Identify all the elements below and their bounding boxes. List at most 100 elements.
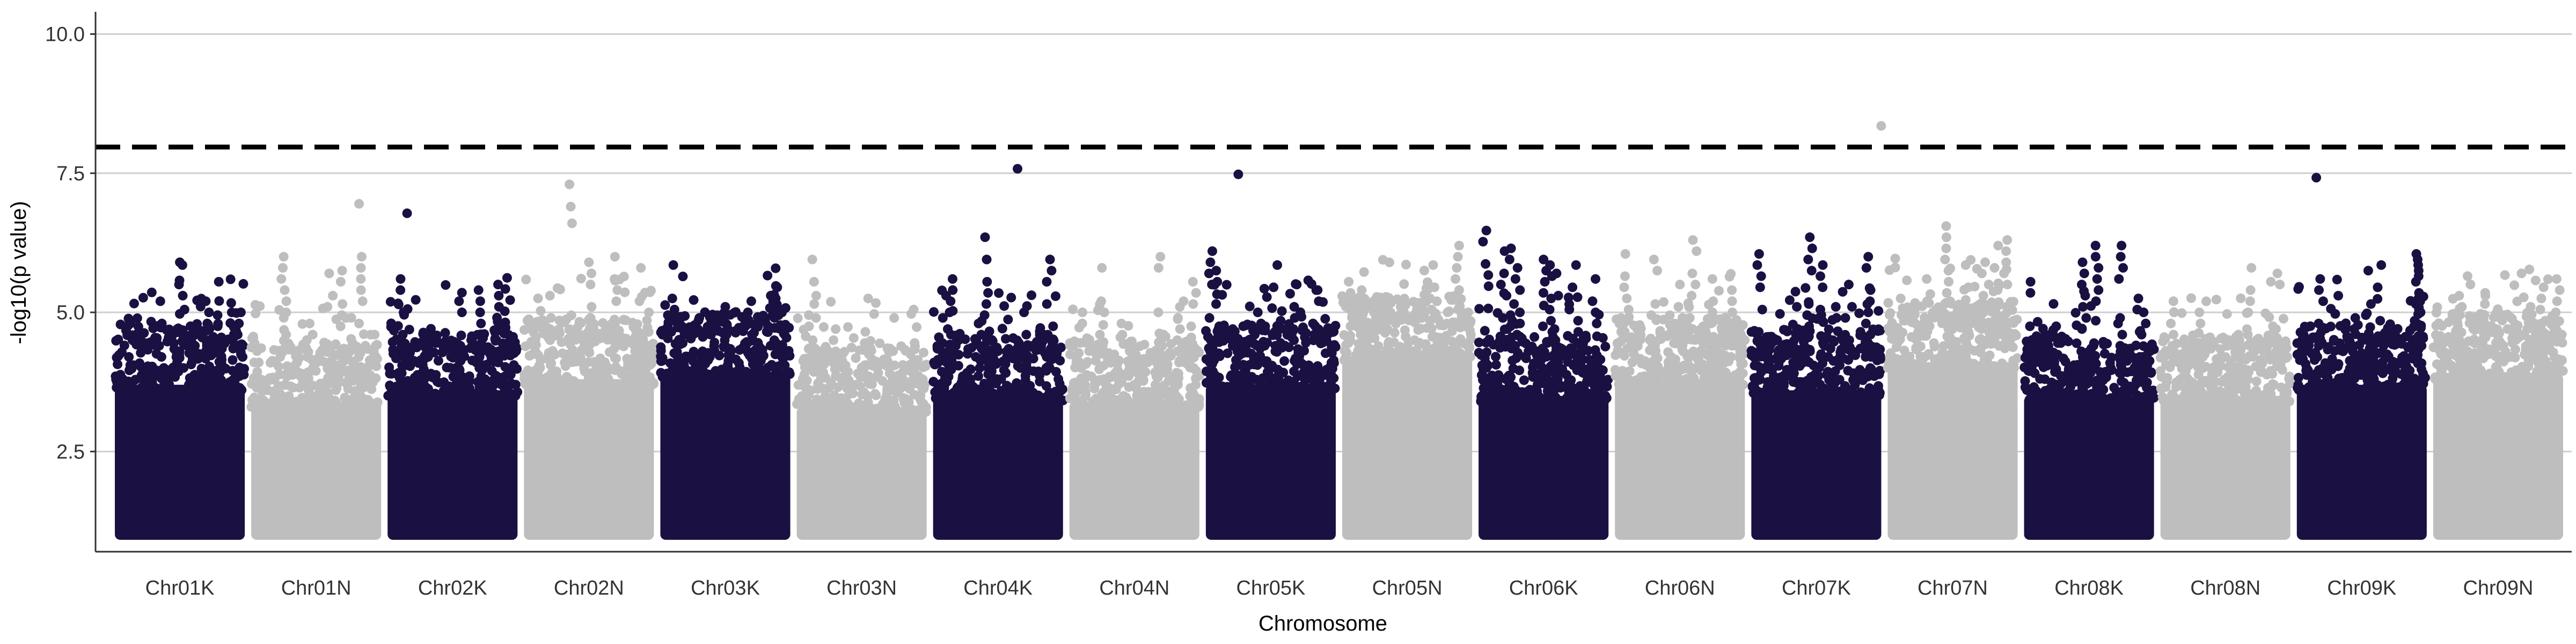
point — [206, 384, 216, 394]
point — [1495, 343, 1505, 353]
point — [422, 386, 433, 397]
point — [320, 377, 330, 387]
peak-point — [566, 201, 576, 211]
point — [994, 288, 1004, 298]
point — [809, 277, 819, 287]
point — [411, 295, 421, 305]
point — [1425, 316, 1435, 326]
point — [174, 280, 184, 290]
point — [474, 352, 485, 362]
point — [1157, 363, 1167, 373]
point — [1801, 355, 1811, 365]
peak-point — [1831, 302, 1841, 312]
point — [260, 399, 270, 409]
dense-points-Chr07K — [1751, 390, 1882, 540]
point — [230, 341, 240, 351]
point — [251, 309, 261, 319]
point — [385, 369, 395, 379]
point — [262, 385, 272, 396]
point — [555, 284, 565, 295]
point — [1572, 292, 1583, 302]
point — [2022, 336, 2032, 347]
point — [238, 341, 248, 351]
point — [645, 360, 655, 370]
point — [950, 341, 961, 351]
point — [1898, 303, 1908, 313]
point — [500, 317, 510, 327]
point — [586, 280, 596, 290]
point — [735, 324, 745, 334]
point — [875, 338, 885, 348]
point — [1274, 370, 1284, 380]
point — [1755, 391, 1765, 401]
point — [1611, 350, 1621, 360]
point — [1780, 387, 1790, 398]
chromosome-Chr06N — [1610, 235, 1750, 540]
peak-point — [1591, 274, 1601, 284]
point — [890, 360, 900, 370]
point — [1804, 299, 1814, 309]
point — [187, 385, 197, 395]
point — [940, 372, 950, 383]
point — [2139, 393, 2149, 404]
peak-point — [370, 330, 380, 340]
peak-point — [1097, 263, 1107, 273]
point — [574, 317, 584, 327]
point — [1173, 346, 1183, 356]
point — [405, 343, 415, 353]
point — [1510, 341, 1520, 351]
point — [1212, 277, 1223, 287]
point — [888, 402, 898, 412]
point — [898, 406, 909, 416]
point — [1483, 270, 1494, 280]
point — [1949, 363, 1959, 373]
point — [1481, 259, 1491, 269]
point — [356, 285, 366, 295]
point — [1068, 304, 1078, 314]
point — [971, 352, 981, 362]
chromosome-Chr05K — [1201, 169, 1341, 540]
point — [1048, 321, 1058, 331]
point — [419, 375, 429, 385]
point — [2094, 395, 2104, 405]
peak-point — [1013, 164, 1023, 174]
point — [745, 318, 756, 328]
point — [1004, 352, 1014, 362]
point — [1875, 345, 1885, 355]
peak-point — [1253, 308, 1263, 318]
point — [232, 330, 243, 340]
point — [1941, 232, 1951, 243]
point — [1276, 338, 1286, 348]
point — [2031, 386, 2041, 396]
point — [1874, 381, 1884, 391]
point — [1152, 385, 1162, 395]
point — [526, 369, 536, 379]
point — [1515, 308, 1525, 318]
point — [1875, 325, 1885, 335]
point — [644, 308, 654, 318]
peak-point — [324, 268, 334, 279]
point — [1620, 271, 1630, 281]
point — [743, 348, 753, 358]
point — [1804, 321, 1814, 331]
point — [829, 335, 839, 345]
dense-points-Chr06N — [1615, 379, 1745, 540]
point — [1915, 341, 1926, 352]
point — [1594, 363, 1604, 373]
point — [1985, 350, 1995, 361]
point — [2040, 374, 2050, 384]
peak-point — [1454, 240, 1464, 251]
point — [1642, 360, 1652, 370]
point — [1591, 352, 1601, 362]
point — [168, 367, 178, 377]
point — [202, 341, 212, 351]
point — [698, 332, 708, 342]
point — [999, 301, 1009, 311]
point — [119, 383, 129, 393]
point — [1194, 402, 1204, 412]
point — [1435, 356, 1445, 366]
point — [588, 378, 598, 389]
point — [656, 342, 666, 352]
point — [802, 376, 812, 386]
point — [862, 360, 872, 370]
